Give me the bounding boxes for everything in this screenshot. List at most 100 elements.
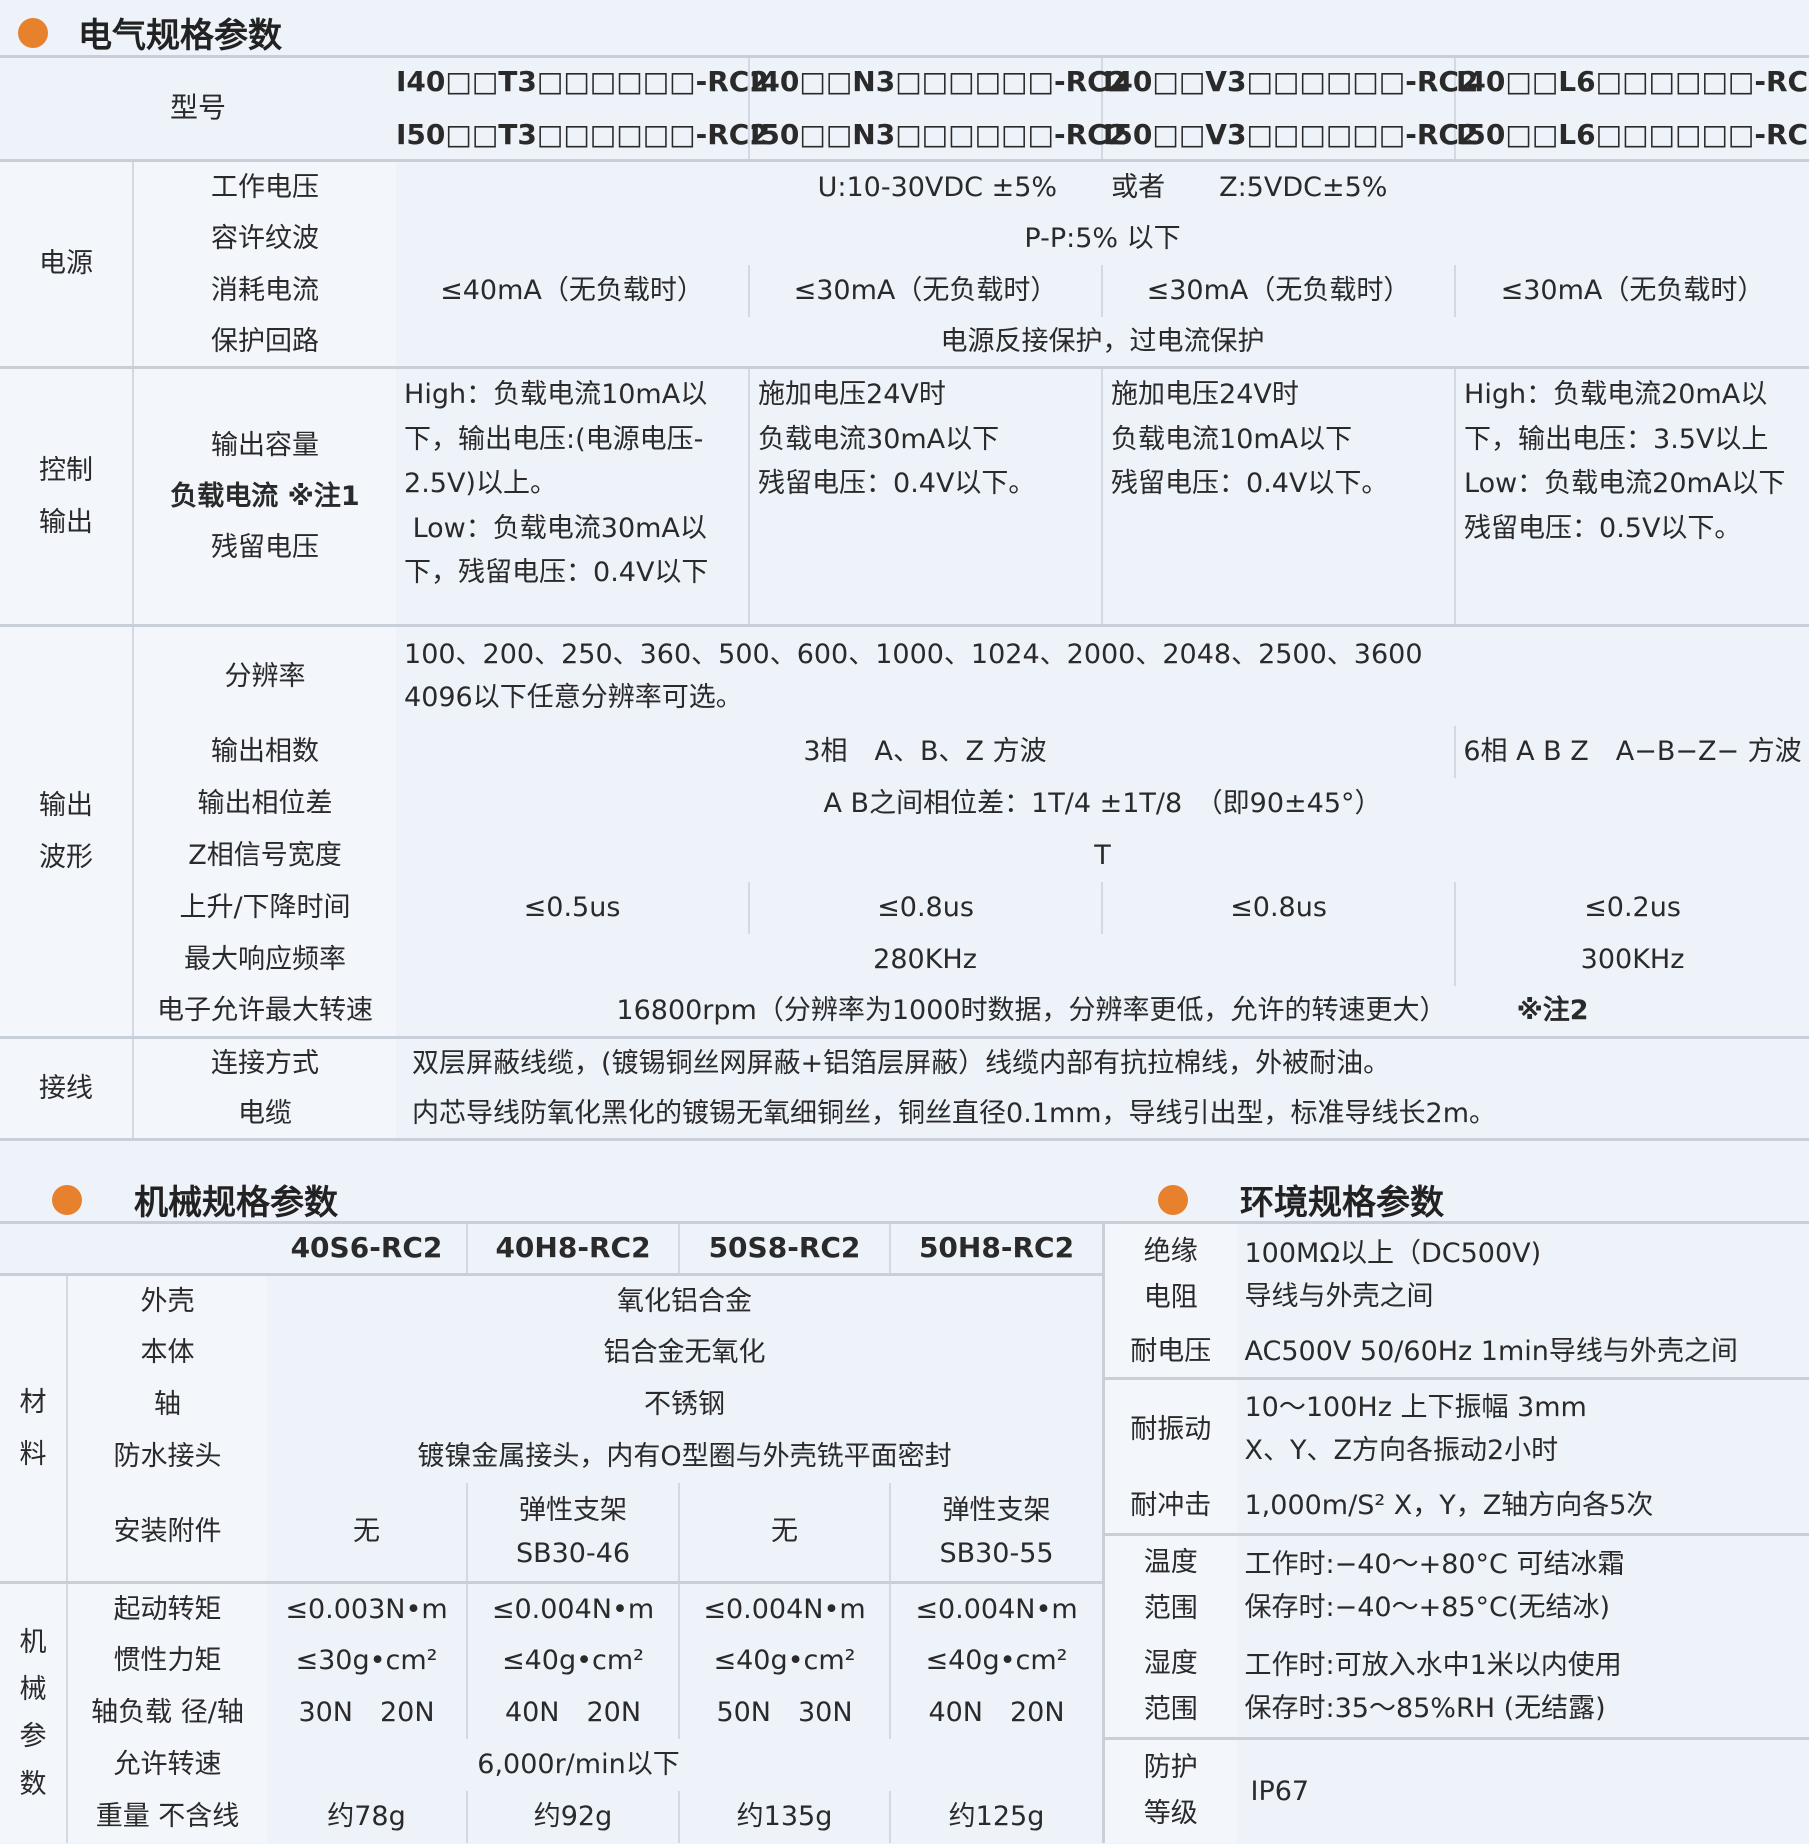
control-value: 施加电压24V时 负载电流30mA以下 残留电压：0.4V以下。	[748, 367, 1103, 626]
protect-label: 保护回路	[133, 316, 397, 368]
rise-value: ≤0.2us	[1454, 881, 1809, 934]
mech-group-label: 机械参数	[0, 1582, 68, 1843]
model-header: 40H8-RC2	[466, 1222, 679, 1275]
weight-value: 约135g	[678, 1790, 890, 1843]
environment-section-title: 环境规格参数	[1158, 1175, 1444, 1224]
protection-label: 防护 等级	[1103, 1738, 1237, 1843]
electrical-spec-table: 型号 I40□□T3□□□□□□-RC2 I50□□T3□□□□□□-RC2 I4…	[0, 55, 1809, 1141]
withstand-label: 耐电压	[1103, 1326, 1237, 1379]
control-group-label: 控制 输出	[0, 367, 134, 626]
phase-diff-label: 输出相位差	[133, 777, 397, 830]
torque-value: ≤0.004N•m	[889, 1582, 1102, 1635]
current-value: ≤40mA（无负载时）	[440, 274, 704, 306]
connector-label: 防水接头	[67, 1430, 267, 1483]
model-header: 50S8-RC2	[678, 1222, 890, 1275]
title-text: 机械规格参数	[134, 1183, 338, 1223]
insulation-label: 绝缘 电阻	[1103, 1222, 1237, 1327]
resolution-value: 100、200、250、360、500、600、1000、1024、2000、2…	[404, 639, 1423, 714]
speed-value: 6,000r/min以下	[477, 1748, 680, 1780]
ripple-label: 容许纹波	[133, 212, 397, 265]
method-value: 双层屏蔽线缆，(镀锡铜丝网屏蔽+铝箔层屏蔽）线缆内部有抗拉棉线，外被耐油。	[412, 1048, 1391, 1080]
model-header: 40S6-RC2	[290, 1231, 443, 1265]
vibration-value: 10～100Hz 上下振幅 3mm X、Y、Z方向各振动2小时	[1244, 1392, 1587, 1467]
temp-label: 温度 范围	[1103, 1534, 1237, 1637]
torque-value: ≤0.004N•m	[466, 1582, 679, 1635]
ripple-value: P-P:5% 以下	[1024, 222, 1181, 254]
withstand-value: AC500V 50/60Hz 1min导线与外壳之间	[1244, 1336, 1738, 1368]
body-label: 本体	[67, 1326, 267, 1379]
speed-label: 电子允许最大转速	[133, 985, 397, 1038]
shaft-value: 不锈钢	[644, 1388, 725, 1420]
weight-value: 约92g	[466, 1790, 679, 1843]
humidity-value: 工作时:可放入水中1米以内使用 保存时:35～85%RH (无结露)	[1244, 1649, 1622, 1724]
title-text: 电气规格参数	[78, 16, 282, 56]
humidity-label: 湿度 范围	[1103, 1636, 1237, 1739]
model-header: 50H8-RC2	[889, 1222, 1102, 1275]
phases-label: 输出相数	[133, 725, 397, 778]
accessory-value: 无	[678, 1482, 890, 1583]
body-value: 铝合金无氧化	[603, 1336, 766, 1368]
shock-label: 耐冲击	[1103, 1478, 1237, 1535]
accessory-value: 弹性支架 SB30-46	[466, 1482, 679, 1583]
torque-value: ≤0.004N•m	[678, 1582, 890, 1635]
speed-label: 允许转速	[67, 1738, 267, 1791]
phases-value: 3相 A、B、Z 方波	[803, 735, 1047, 767]
mechanical-section-title: 机械规格参数	[52, 1175, 338, 1224]
accessory-value: 弹性支架 SB30-55	[889, 1482, 1102, 1583]
rise-value: ≤0.8us	[1101, 881, 1456, 934]
accessory-value: 无	[353, 1516, 380, 1548]
shock-value: 1,000m/S² X，Y，Z轴方向各5次	[1244, 1490, 1654, 1522]
housing-value: 氧化铝合金	[617, 1285, 752, 1317]
current-value: ≤30mA（无负载时）	[1454, 264, 1809, 317]
inertia-label: 惯性力矩	[67, 1634, 267, 1687]
control-value: High：负载电流20mA以 下，输出电压：3.5V以上 Low：负载电流20mA以…	[1454, 367, 1809, 626]
resolution-label: 分辨率	[133, 625, 397, 726]
load-value: 50N 30N	[678, 1686, 890, 1739]
weight-label: 重量 不含线	[67, 1790, 267, 1843]
control-labels: 输出容量 负载电流 ※注1 残留电压	[133, 367, 397, 626]
model-cell: I40□□N3□□□□□□-RC2 I50□□N3□□□□□□-RC2	[748, 56, 1127, 161]
freq-value-l6: 300KHz	[1454, 933, 1809, 986]
z-width-value: T	[1094, 839, 1111, 871]
mechanical-spec-table: 40S6-RC2 40H8-RC2 50S8-RC2 50H8-RC2 材料 外…	[0, 1221, 1102, 1843]
speed-value: 16800rpm（分辨率为1000时数据，分辨率更低，允许的转速更大） ※注2	[616, 995, 1589, 1027]
load-value: 30N 20N	[298, 1696, 435, 1728]
voltage-value: U:10-30VDC ±5% 或者 Z:5VDC±5%	[817, 171, 1388, 203]
wiring-group-label: 接线	[0, 1037, 134, 1141]
torque-value: ≤0.003N•m	[285, 1593, 448, 1625]
connector-value: 镀镍金属接头，内有O型圈与外壳铣平面密封	[417, 1440, 952, 1472]
weight-value: 约125g	[889, 1790, 1102, 1843]
housing-label: 外壳	[67, 1274, 267, 1327]
rise-value: ≤0.5us	[523, 891, 621, 923]
inertia-value: ≤40g•cm²	[889, 1634, 1102, 1687]
temp-value: 工作时:−40～+80°C 可结冰霜 保存时:−40～+85°C(无结冰)	[1244, 1549, 1625, 1624]
bullet-dot-icon	[1158, 1184, 1188, 1215]
accessory-label: 安装附件	[67, 1482, 267, 1583]
z-width-label: Z相信号宽度	[133, 829, 397, 882]
current-label: 消耗电流	[133, 264, 397, 317]
shaft-label: 轴	[67, 1378, 267, 1431]
model-label: 型号	[170, 91, 227, 125]
bullet-dot-icon	[18, 17, 48, 48]
model-cell: I40□□V3□□□□□□-RC2 I50□□V3□□□□□□-RC2	[1101, 56, 1478, 161]
model-cell: I40□□L6□□□□□□-RC2 I50□□L6□□□□□□-RC2	[1454, 56, 1809, 161]
control-value: 施加电压24V时 负载电流10mA以下 残留电压：0.4V以下。	[1101, 367, 1456, 626]
current-value: ≤30mA（无负载时）	[1101, 264, 1456, 317]
waveform-group-label: 输出 波形	[0, 625, 134, 1038]
insulation-value: 100MΩ以上（DC500V) 导线与外壳之间	[1244, 1238, 1542, 1313]
cable-label: 电缆	[133, 1088, 397, 1140]
phase-diff-value: A B之间相位差：1T/4 ±1T/8 （即90±45°）	[823, 787, 1382, 819]
load-label: 轴负载 径/轴	[67, 1686, 267, 1739]
current-value: ≤30mA（无负载时）	[748, 264, 1103, 317]
control-value: High：负载电流10mA以 下，输出电压:(电源电压- 2.5V)以上。 Low：…	[404, 379, 709, 589]
protect-value: 电源反接保护，过电流保护	[940, 325, 1265, 357]
load-value: 40N 20N	[889, 1686, 1102, 1739]
rise-label: 上升/下降时间	[133, 881, 397, 934]
electrical-section-title: 电气规格参数	[18, 8, 282, 57]
rise-value: ≤0.8us	[748, 881, 1103, 934]
bullet-dot-icon	[52, 1184, 82, 1215]
vibration-label: 耐振动	[1103, 1378, 1237, 1479]
freq-label: 最大响应频率	[133, 933, 397, 986]
inertia-value: ≤40g•cm²	[466, 1634, 679, 1687]
cable-value: 内芯导线防氧化黑化的镀锡无氧细铜丝，铜丝直径0.1mm，导线引出型，标准导线长2…	[412, 1097, 1497, 1129]
